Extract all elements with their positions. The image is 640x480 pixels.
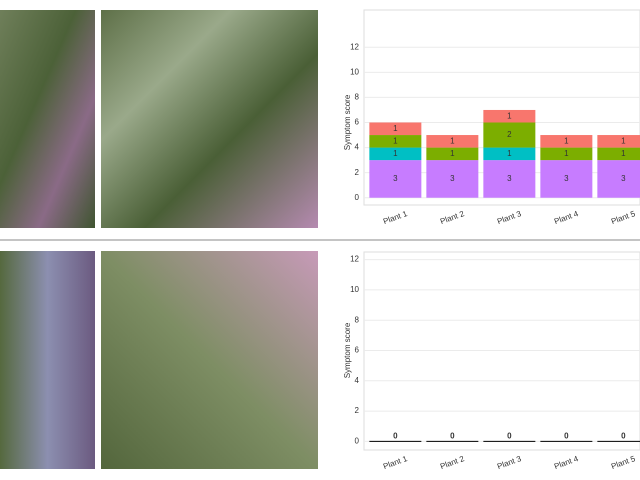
bar-segment <box>426 147 479 161</box>
value-label: 3 <box>393 174 398 183</box>
value-label: 1 <box>507 149 512 158</box>
bar-segment <box>597 135 640 148</box>
y-tick-label: 8 <box>355 315 360 324</box>
x-tick-label: Plant 4 <box>553 454 580 471</box>
y-tick-label: 8 <box>355 93 360 102</box>
value-label: 0 <box>507 432 512 441</box>
x-tick-label: Plant 5 <box>610 209 637 226</box>
plant-photo <box>0 10 95 228</box>
x-tick-label: Plant 2 <box>439 454 466 471</box>
value-label: 1 <box>621 136 626 145</box>
value-label: 0 <box>393 432 398 441</box>
bar-segment <box>483 147 536 161</box>
x-tick-label: Plant 2 <box>439 209 466 226</box>
y-tick-label: 6 <box>355 346 360 355</box>
x-tick-label: Plant 4 <box>553 209 580 226</box>
bar-segment <box>369 147 422 161</box>
value-label: 2 <box>507 130 512 139</box>
value-label: 1 <box>393 136 398 145</box>
y-axis-label: Symptom score <box>343 322 352 378</box>
y-tick-label: 2 <box>355 406 360 415</box>
x-tick-label: Plant 3 <box>496 209 523 226</box>
bar-segment <box>483 160 536 198</box>
plant-photo <box>101 10 318 228</box>
bar-segment <box>426 135 479 148</box>
value-label: 1 <box>450 136 455 145</box>
bar-segment <box>369 122 422 136</box>
bar-segment <box>483 122 536 148</box>
value-label: 1 <box>393 149 398 158</box>
plant-photo <box>101 251 318 469</box>
y-tick-label: 12 <box>350 42 359 51</box>
value-label: 0 <box>450 432 455 441</box>
y-tick-label: 10 <box>350 67 359 76</box>
bar-segment <box>540 160 593 198</box>
y-tick-label: 0 <box>355 437 360 446</box>
bar-segment <box>426 160 479 198</box>
bar-segment <box>369 160 422 198</box>
value-label: 3 <box>450 174 455 183</box>
value-label: 1 <box>393 124 398 133</box>
value-label: 3 <box>621 174 626 183</box>
y-tick-label: 10 <box>350 285 359 294</box>
y-tick-label: 6 <box>355 118 360 127</box>
y-tick-label: 12 <box>350 255 359 264</box>
y-tick-label: 4 <box>355 143 360 152</box>
value-label: 1 <box>507 111 512 120</box>
x-tick-label: Plant 1 <box>382 209 409 226</box>
value-label: 3 <box>507 174 512 183</box>
x-tick-label: Plant 3 <box>496 454 523 471</box>
plant-photo <box>0 251 95 469</box>
value-label: 0 <box>621 432 626 441</box>
x-tick-label: Plant 5 <box>610 454 637 471</box>
bar-segment <box>597 160 640 198</box>
bar-segment <box>597 147 640 161</box>
bar-segment <box>540 147 593 161</box>
value-label: 3 <box>564 174 569 183</box>
y-tick-label: 0 <box>355 193 360 202</box>
x-tick-label: Plant 1 <box>382 454 409 471</box>
y-tick-label: 2 <box>355 168 360 177</box>
value-label: 1 <box>564 136 569 145</box>
value-label: 1 <box>450 149 455 158</box>
bar-segment <box>540 135 593 148</box>
value-label: 1 <box>564 149 569 158</box>
value-label: 0 <box>564 432 569 441</box>
y-axis-label: Symptom score <box>343 94 352 150</box>
bar-segment <box>483 109 536 123</box>
bar-segment <box>369 135 422 148</box>
value-label: 1 <box>621 149 626 158</box>
y-tick-label: 4 <box>355 376 360 385</box>
